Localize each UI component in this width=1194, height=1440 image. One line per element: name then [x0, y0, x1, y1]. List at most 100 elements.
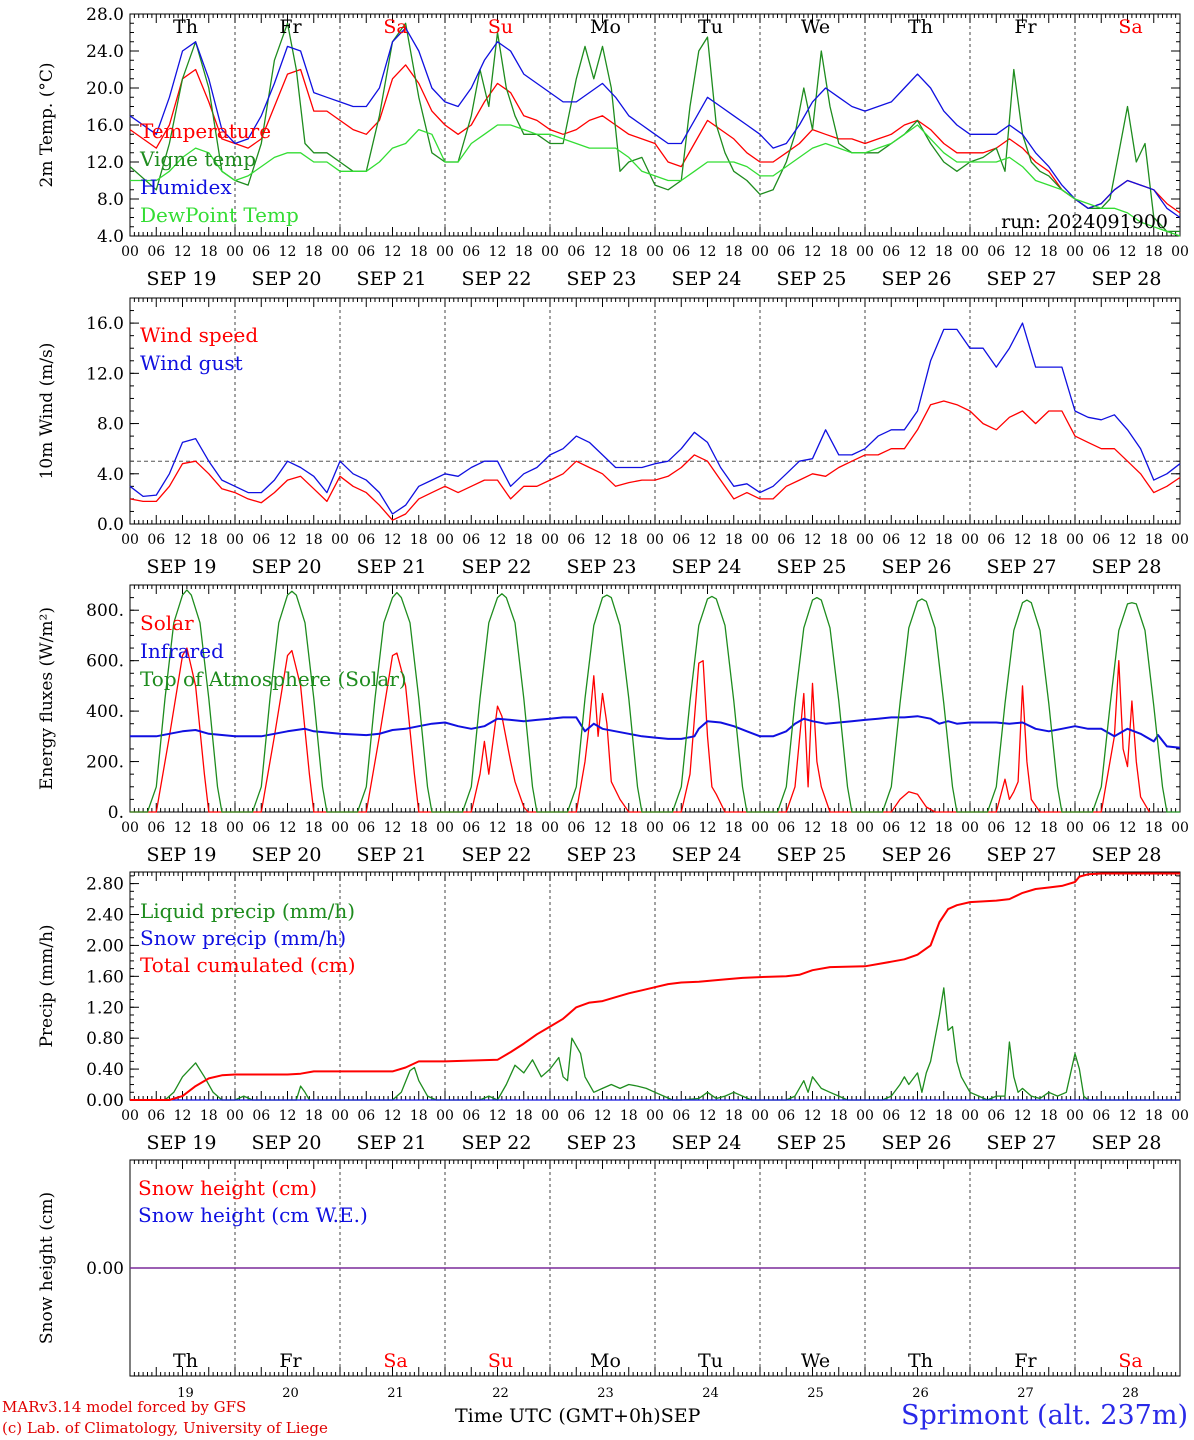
date-label: SEP 26 — [882, 844, 952, 866]
hour-tick-label: 00 — [646, 244, 664, 260]
hour-tick-label: 18 — [725, 532, 743, 548]
hour-tick-label: 06 — [987, 244, 1005, 260]
y-tick-label: 24.0 — [86, 42, 124, 62]
hour-tick-label: 06 — [777, 532, 795, 548]
legend-entry: Wind speed — [140, 323, 258, 347]
day-name-bottom: Th — [173, 1350, 198, 1372]
date-label: SEP 27 — [987, 556, 1057, 578]
hour-tick-label: 12 — [1014, 244, 1032, 260]
day-name: We — [801, 16, 830, 38]
hour-tick-label: 12 — [699, 532, 717, 548]
hour-tick-label: 00 — [121, 532, 139, 548]
date-label: SEP 27 — [987, 1132, 1057, 1154]
hour-tick-label: 12 — [174, 244, 192, 260]
date-label: SEP 22 — [462, 556, 532, 578]
y-tick-label: 1.60 — [86, 967, 124, 987]
hour-tick-label: 18 — [1145, 1108, 1163, 1124]
hour-tick-label: 12 — [909, 820, 927, 836]
hour-tick-label: 18 — [410, 820, 428, 836]
date-label: SEP 24 — [672, 844, 742, 866]
hour-tick-label: 00 — [331, 820, 349, 836]
hour-tick-label: 00 — [226, 1108, 244, 1124]
date-label: SEP 20 — [252, 556, 322, 578]
y-tick-label: 4.0 — [97, 227, 124, 247]
day-name: Su — [488, 16, 513, 38]
y-tick-label: 0.40 — [86, 1060, 124, 1080]
hour-tick-label: 06 — [147, 1108, 165, 1124]
hour-tick-label: 06 — [987, 1108, 1005, 1124]
hour-tick-label: 06 — [567, 820, 585, 836]
panel-flux: 0. 200. 400. 600. 800. Energy fluxes (W/m²) So… — [37, 584, 1189, 866]
hour-tick-label: 06 — [567, 1108, 585, 1124]
series-line-top-of-atmosphere-solar- — [130, 589, 1180, 813]
date-label: SEP 27 — [987, 268, 1057, 290]
hour-tick-label: 12 — [1119, 244, 1137, 260]
legend-entry: Humidex — [140, 175, 232, 199]
legend-entry: Temperature — [140, 119, 271, 143]
hour-tick-label: 06 — [777, 820, 795, 836]
hour-tick-label: 00 — [436, 820, 454, 836]
hour-tick-label: 06 — [147, 820, 165, 836]
legend-entry: Infrared — [140, 639, 224, 663]
hour-tick-label: 18 — [620, 532, 638, 548]
hour-tick-label: 00 — [1066, 532, 1084, 548]
series-line-wind-speed — [129, 400, 1181, 521]
hour-tick-label: 06 — [567, 244, 585, 260]
date-label: SEP 24 — [672, 268, 742, 290]
hour-tick-label: 00 — [856, 244, 874, 260]
series-line-infrared — [130, 715, 1181, 749]
date-label: SEP 22 — [462, 268, 532, 290]
hour-tick-label: 12 — [699, 820, 717, 836]
hour-tick-label: 06 — [462, 532, 480, 548]
date-label: SEP 28 — [1092, 1132, 1162, 1154]
hour-tick-label: 06 — [1092, 820, 1110, 836]
hour-tick-label: 00 — [961, 820, 979, 836]
hour-tick-label: 12 — [699, 244, 717, 260]
hour-tick-label: 06 — [987, 820, 1005, 836]
hour-tick-label: 06 — [672, 1108, 690, 1124]
hour-tick-label: 06 — [357, 532, 375, 548]
hour-tick-label: 12 — [489, 244, 507, 260]
hour-tick-label: 06 — [357, 244, 375, 260]
hour-tick-label: 00 — [856, 820, 874, 836]
hour-tick-label: 00 — [436, 244, 454, 260]
hour-tick-label: 06 — [672, 244, 690, 260]
hour-tick-label: 18 — [830, 820, 848, 836]
date-label: SEP 27 — [987, 844, 1057, 866]
day-name: Mo — [590, 16, 621, 38]
date-label: SEP 19 — [147, 268, 217, 290]
legend-entry: Liquid precip (mm/h) — [140, 899, 355, 923]
hour-tick-label: 18 — [1040, 532, 1058, 548]
hour-tick-label: 00 — [541, 820, 559, 836]
date-label: SEP 19 — [147, 556, 217, 578]
hour-tick-label: 12 — [279, 1108, 297, 1124]
hour-tick-label: 12 — [279, 820, 297, 836]
hour-tick-label: 00 — [856, 532, 874, 548]
day-name: Th — [908, 16, 933, 38]
date-label: SEP 28 — [1092, 556, 1162, 578]
y-tick-label: 4.0 — [97, 465, 124, 485]
day-name-bottom: Sa — [383, 1350, 407, 1372]
y-tick-label: 0.0 — [97, 515, 124, 535]
hour-tick-label: 12 — [594, 1108, 612, 1124]
hour-tick-label: 12 — [384, 1108, 402, 1124]
series-line-wind-gust — [129, 322, 1181, 515]
y-tick-label: 200. — [86, 753, 124, 773]
run-label: run: 2024091900 — [1001, 211, 1168, 233]
date-label: SEP 21 — [357, 844, 427, 866]
hour-tick-label: 18 — [200, 820, 218, 836]
hour-tick-label: 00 — [1171, 820, 1189, 836]
date-label: SEP 21 — [357, 556, 427, 578]
hour-tick-label: 00 — [226, 244, 244, 260]
hour-tick-label: 18 — [410, 244, 428, 260]
hour-tick-label: 18 — [1145, 532, 1163, 548]
date-label: SEP 19 — [147, 1132, 217, 1154]
hour-tick-label: 18 — [830, 244, 848, 260]
hour-tick-label: 06 — [672, 532, 690, 548]
hour-tick-label: 00 — [751, 820, 769, 836]
hour-tick-label: 18 — [515, 532, 533, 548]
hour-tick-label: 00 — [961, 244, 979, 260]
day-number: 26 — [912, 1386, 929, 1401]
hour-tick-label: 12 — [804, 532, 822, 548]
hour-tick-label: 00 — [961, 532, 979, 548]
